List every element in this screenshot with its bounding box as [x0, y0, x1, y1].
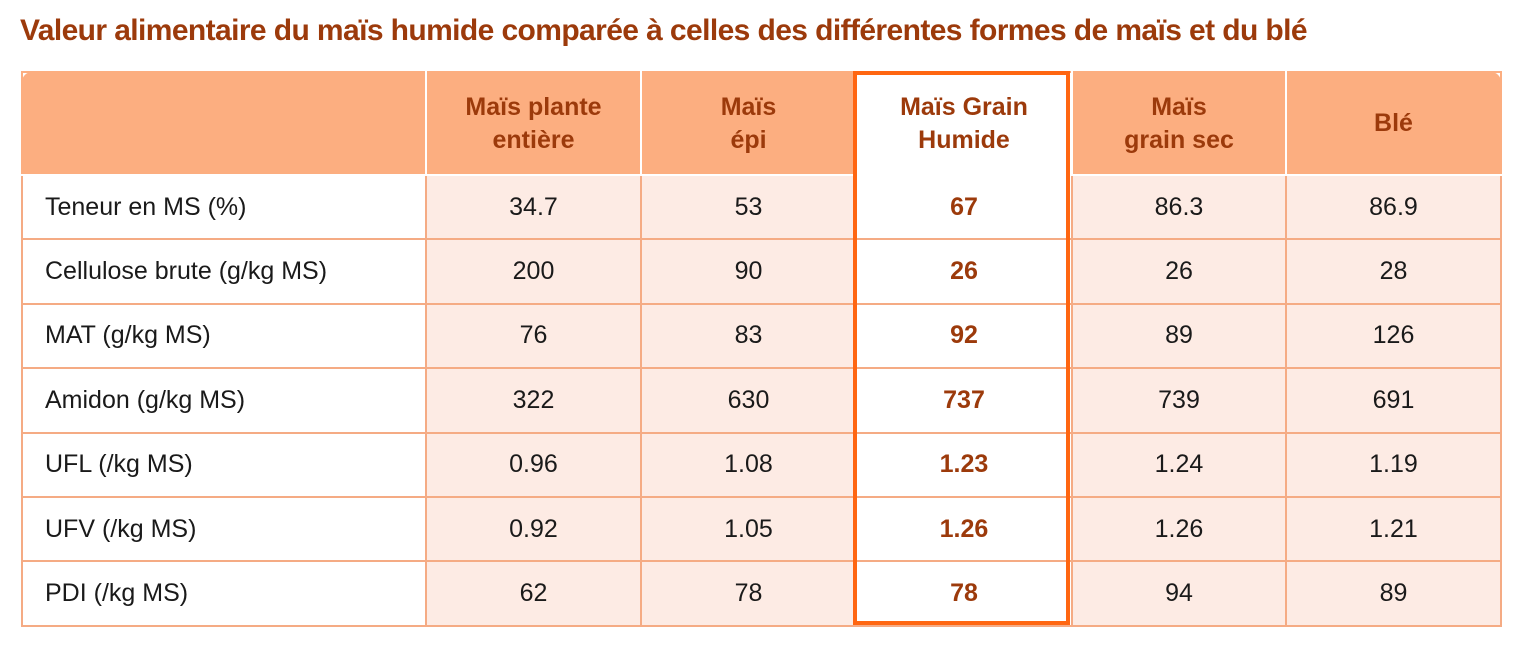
table-cell: 76 [425, 302, 642, 370]
comparison-table: Maïs plante entière Maïs épi Maïs Grain … [21, 71, 1502, 627]
header-line: entière [492, 125, 575, 154]
table-cell: 0.92 [425, 495, 642, 563]
row-label: Cellulose brute (g/kg MS) [21, 238, 427, 305]
table-cell: 86.9 [1285, 173, 1502, 241]
highlighted-cell: 1.23 [855, 431, 1073, 498]
header-line: Maïs [1151, 92, 1207, 121]
row-label: PDI (/kg MS) [21, 560, 427, 627]
row-label: UFV (/kg MS) [21, 495, 427, 563]
row-label: UFL (/kg MS) [21, 431, 427, 498]
table-row: UFL (/kg MS) 0.96 1.08 1.23 1.24 1.19 [21, 431, 1502, 498]
header-line: Humide [918, 125, 1010, 154]
table-cell: 691 [1285, 367, 1502, 434]
table-cell: 62 [425, 560, 642, 627]
table-row: Cellulose brute (g/kg MS) 200 90 26 26 2… [21, 238, 1502, 305]
header-line: grain sec [1124, 125, 1234, 154]
table-row: PDI (/kg MS) 62 78 78 94 89 [21, 560, 1502, 627]
table-cell: 90 [640, 238, 857, 305]
table-cell: 126 [1285, 302, 1502, 370]
table-cell: 322 [425, 367, 642, 434]
table-cell: 1.05 [640, 495, 857, 563]
highlighted-cell: 78 [855, 560, 1073, 627]
header-line: Maïs Grain [900, 92, 1028, 121]
page-title: Valeur alimentaire du maïs humide compar… [20, 14, 1308, 47]
table-cell: 89 [1285, 560, 1502, 627]
table-cell: 0.96 [425, 431, 642, 498]
header-line: Blé [1374, 109, 1413, 137]
table-cell: 200 [425, 238, 642, 305]
table-cell: 1.21 [1285, 495, 1502, 563]
header-line: Maïs plante [465, 92, 602, 121]
table-cell: 26 [1071, 238, 1287, 305]
highlighted-cell: 26 [855, 238, 1073, 305]
table-cell: 1.26 [1071, 495, 1287, 563]
highlighted-cell: 67 [855, 173, 1073, 241]
table-cell: 34.7 [425, 173, 642, 241]
table-cell: 94 [1071, 560, 1287, 627]
table-cell: 83 [640, 302, 857, 370]
highlighted-cell: 1.26 [855, 495, 1073, 563]
header-line: épi [730, 125, 767, 154]
row-label: Amidon (g/kg MS) [21, 367, 427, 434]
table-row: Amidon (g/kg MS) 322 630 737 739 691 [21, 367, 1502, 434]
header-mais-grain-sec: Maïs grain sec [1071, 71, 1287, 176]
header-ble: Blé [1285, 71, 1502, 176]
header-row: Maïs plante entière Maïs épi Maïs Grain … [21, 71, 1502, 176]
header-mais-plante-entiere: Maïs plante entière [425, 71, 642, 176]
table-cell: 739 [1071, 367, 1287, 434]
header-corner-cell [21, 71, 427, 176]
table-cell: 89 [1071, 302, 1287, 370]
header-line: Maïs [720, 92, 777, 121]
row-label: Teneur en MS (%) [21, 173, 427, 241]
table-cell: 1.08 [640, 431, 857, 498]
header-mais-grain-humide: Maïs Grain Humide [855, 71, 1073, 176]
row-label: MAT (g/kg MS) [21, 302, 427, 370]
table-row: Teneur en MS (%) 34.7 53 67 86.3 86.9 [21, 173, 1502, 241]
highlighted-cell: 737 [855, 367, 1073, 434]
header-mais-epi: Maïs épi [640, 71, 857, 176]
highlighted-cell: 92 [855, 302, 1073, 370]
table-cell: 53 [640, 173, 857, 241]
table-cell: 630 [640, 367, 857, 434]
table-cell: 28 [1285, 238, 1502, 305]
table-cell: 1.24 [1071, 431, 1287, 498]
table-cell: 78 [640, 560, 857, 627]
comparison-table-container: Maïs plante entière Maïs épi Maïs Grain … [21, 71, 1502, 627]
table-row: UFV (/kg MS) 0.92 1.05 1.26 1.26 1.21 [21, 495, 1502, 563]
table-row: MAT (g/kg MS) 76 83 92 89 126 [21, 302, 1502, 370]
table-cell: 86.3 [1071, 173, 1287, 241]
table-cell: 1.19 [1285, 431, 1502, 498]
